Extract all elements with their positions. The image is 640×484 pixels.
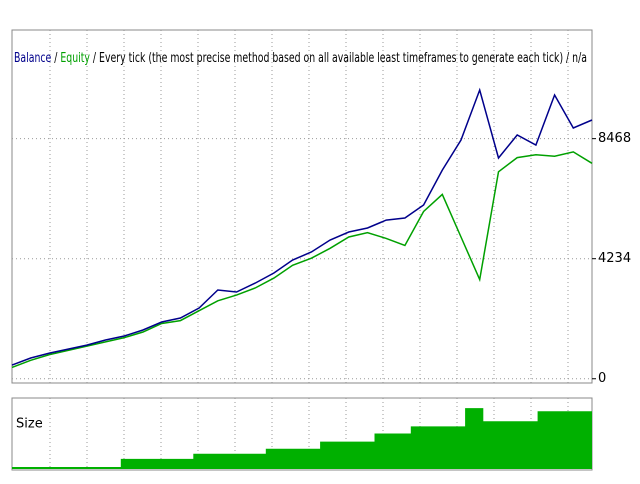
series-line [11,151,593,369]
legend-equity: Equity [60,51,90,66]
title: Every tick (the most precise method base… [99,51,587,66]
legend-balance: Balance [14,51,51,66]
separator: / [54,51,58,66]
y-tick-label: 8468 [598,131,631,146]
size-area [12,408,592,469]
series-line [11,87,593,366]
y-tick-label: 4234 [598,251,631,266]
main-panel [11,29,593,384]
chart-title: Balance / Equity / Every tick (the most … [14,51,587,66]
separator: / [93,51,97,66]
y-tick-label: 0 [598,371,606,386]
size-label: Size [16,417,43,432]
